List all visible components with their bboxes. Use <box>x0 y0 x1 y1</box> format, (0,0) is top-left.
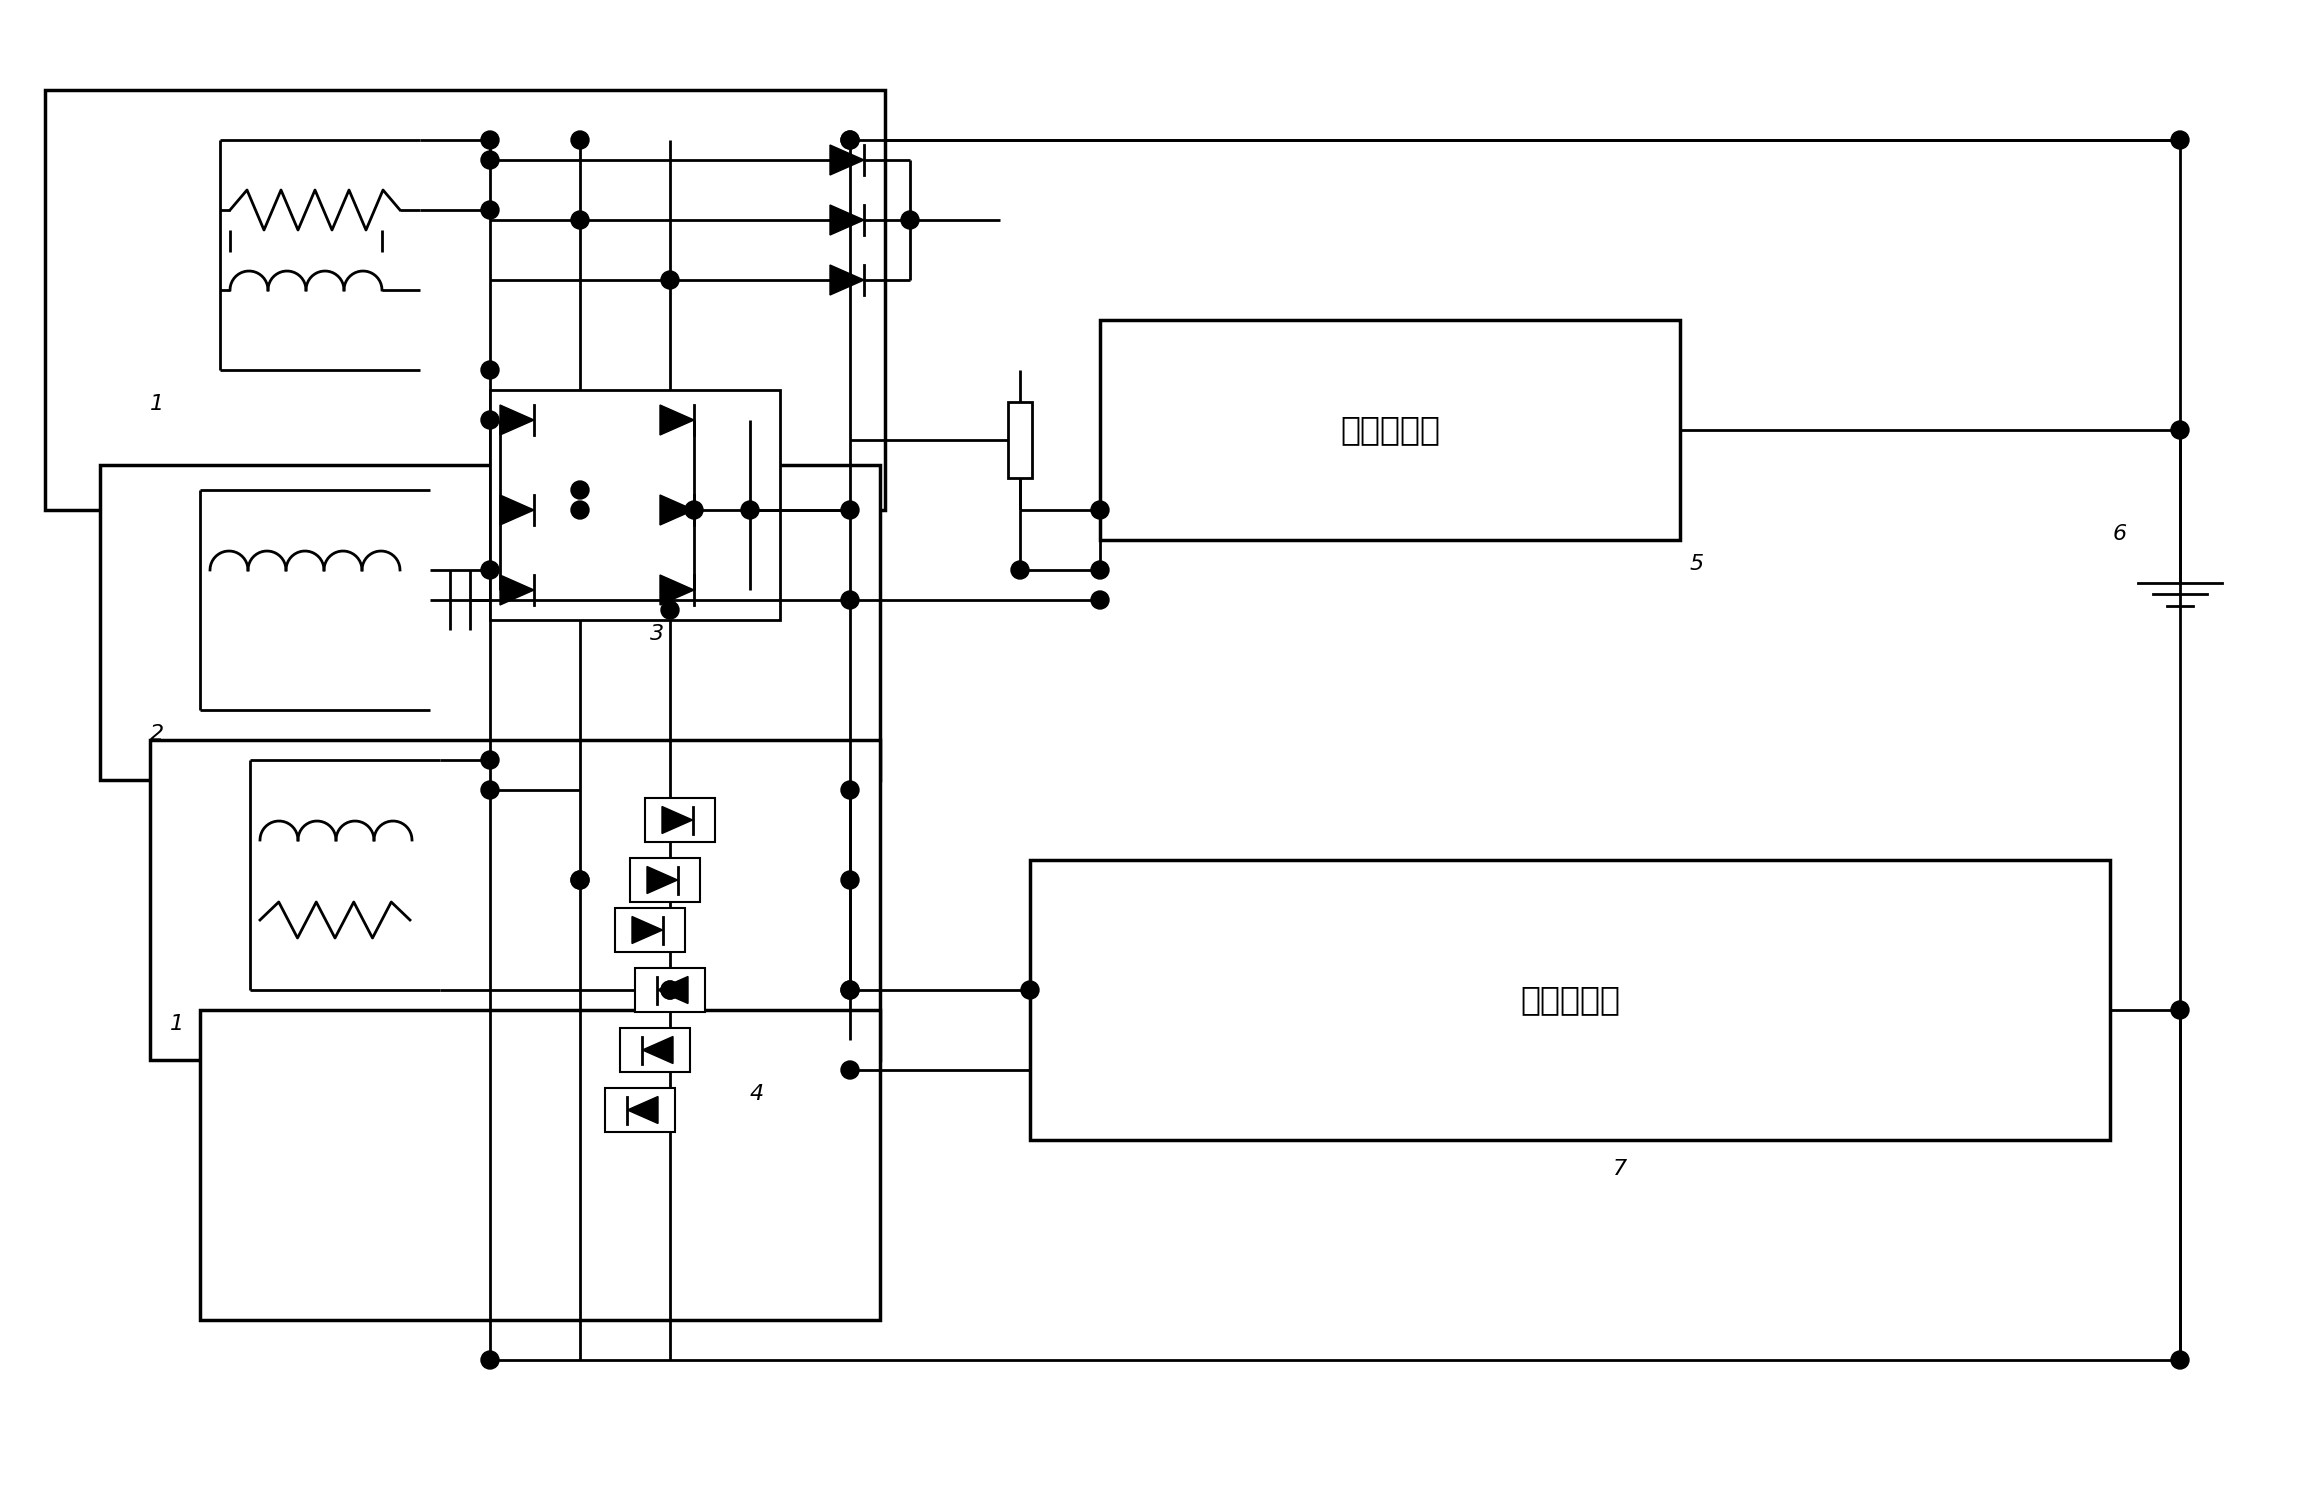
Bar <box>491 390 781 620</box>
Circle shape <box>661 581 680 599</box>
Text: 电压调节器: 电压调节器 <box>1341 414 1440 447</box>
Text: 4: 4 <box>751 1085 765 1104</box>
Bar <box>606 1088 675 1132</box>
Polygon shape <box>659 575 694 605</box>
Polygon shape <box>829 145 864 174</box>
Circle shape <box>1021 980 1039 998</box>
Polygon shape <box>829 206 864 235</box>
Text: 5: 5 <box>1691 554 1705 574</box>
Circle shape <box>482 201 500 219</box>
Circle shape <box>1011 562 1030 580</box>
Circle shape <box>661 980 680 998</box>
Bar <box>615 907 684 952</box>
Text: 6: 6 <box>2113 524 2127 544</box>
Circle shape <box>571 872 590 890</box>
Bar <box>150 741 880 1059</box>
Polygon shape <box>500 495 535 524</box>
Circle shape <box>841 131 859 149</box>
Bar <box>200 1010 880 1320</box>
Text: 7: 7 <box>1613 1159 1627 1179</box>
Circle shape <box>841 131 859 149</box>
Polygon shape <box>643 1037 673 1064</box>
Circle shape <box>661 600 680 618</box>
Circle shape <box>571 131 590 149</box>
Circle shape <box>661 980 680 998</box>
Circle shape <box>482 361 500 378</box>
Circle shape <box>1092 501 1108 519</box>
Bar <box>1030 860 2110 1140</box>
Circle shape <box>482 751 500 769</box>
Bar <box>636 968 705 1012</box>
Polygon shape <box>661 806 694 833</box>
Text: 3: 3 <box>650 624 664 644</box>
Circle shape <box>482 131 500 149</box>
Text: 1: 1 <box>170 1015 184 1034</box>
Circle shape <box>482 781 500 799</box>
Circle shape <box>482 562 500 580</box>
Circle shape <box>684 501 703 519</box>
Circle shape <box>1092 592 1108 609</box>
Circle shape <box>841 980 859 998</box>
Circle shape <box>2170 131 2189 149</box>
Polygon shape <box>659 405 694 435</box>
Circle shape <box>482 150 500 168</box>
Circle shape <box>841 592 859 609</box>
Circle shape <box>571 501 590 519</box>
Text: 转换控制器: 转换控制器 <box>1521 983 1620 1016</box>
Circle shape <box>841 980 859 998</box>
Bar <box>645 799 714 842</box>
Circle shape <box>571 212 590 229</box>
Polygon shape <box>829 265 864 295</box>
Polygon shape <box>627 1097 659 1123</box>
Text: 1: 1 <box>150 393 164 414</box>
Circle shape <box>742 501 758 519</box>
Polygon shape <box>647 867 677 894</box>
Polygon shape <box>500 405 535 435</box>
Circle shape <box>482 411 500 429</box>
Bar <box>1099 320 1680 539</box>
Circle shape <box>482 1351 500 1369</box>
Circle shape <box>841 872 859 890</box>
Bar <box>99 465 880 779</box>
Bar <box>620 1028 689 1071</box>
Circle shape <box>841 781 859 799</box>
Polygon shape <box>631 916 664 943</box>
Text: 2: 2 <box>150 724 164 744</box>
Bar <box>629 858 700 901</box>
Circle shape <box>2170 1351 2189 1369</box>
Circle shape <box>571 872 590 890</box>
Circle shape <box>1092 562 1108 580</box>
Polygon shape <box>500 575 535 605</box>
Circle shape <box>661 271 680 289</box>
Bar <box>46 89 885 510</box>
Polygon shape <box>657 976 689 1003</box>
Circle shape <box>841 1061 859 1079</box>
Bar <box>1009 402 1032 478</box>
Circle shape <box>841 501 859 519</box>
Circle shape <box>571 481 590 499</box>
Polygon shape <box>659 495 694 524</box>
Circle shape <box>901 212 919 229</box>
Circle shape <box>2170 1001 2189 1019</box>
Circle shape <box>2170 422 2189 440</box>
